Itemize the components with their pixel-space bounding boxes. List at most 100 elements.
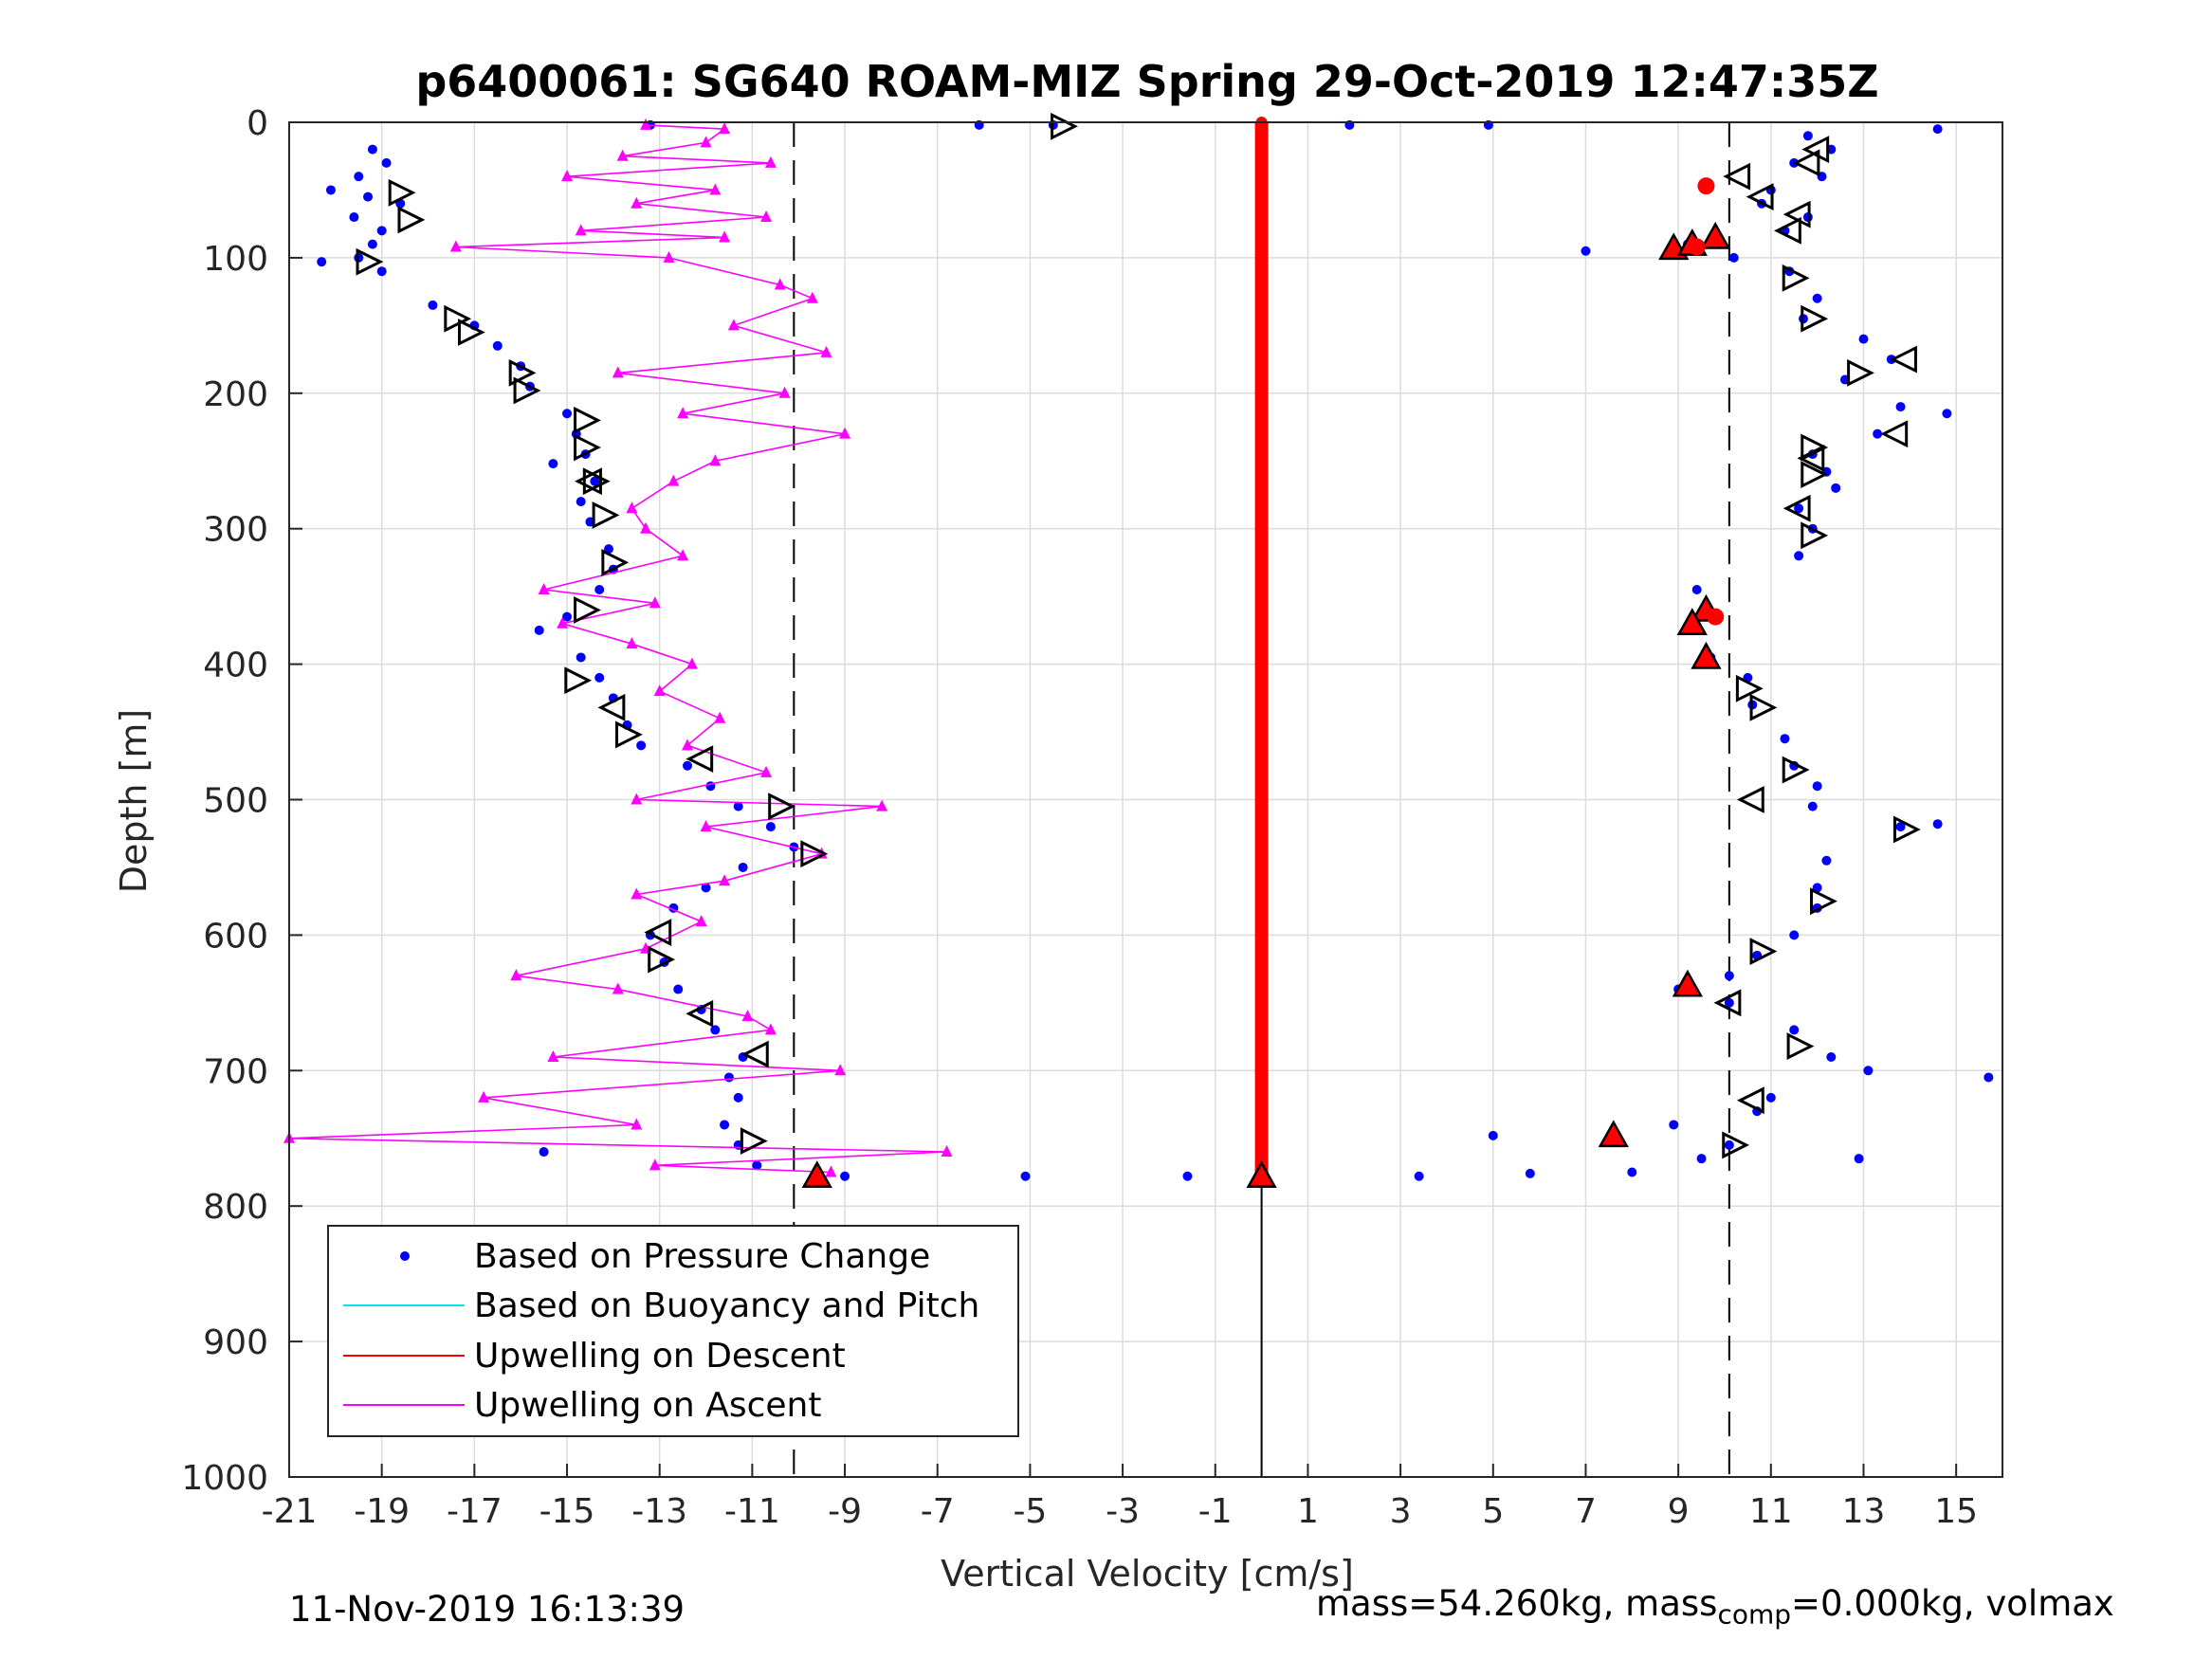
- descent-upwelling-point: [1255, 793, 1268, 806]
- red-triangle-marker: [1672, 969, 1704, 997]
- pressure-change-point: [367, 144, 377, 155]
- pressure-change-point: [576, 652, 586, 663]
- right-triangle-marker: [1847, 358, 1874, 387]
- pressure-change-point: [1858, 334, 1869, 344]
- x-tick-label: 7: [1575, 1492, 1597, 1531]
- descent-upwelling-point: [1255, 1065, 1268, 1077]
- ascent-upwelling-point: [649, 596, 661, 609]
- right-triangle-marker: [397, 206, 426, 234]
- footer-mass-text: mass=54.260kg, mass: [1316, 1583, 1718, 1624]
- pressure-change-point: [1182, 1171, 1193, 1181]
- x-tick-label: 1: [1297, 1492, 1319, 1531]
- pressure-change-point: [1854, 1154, 1864, 1164]
- left-triangle-marker: [1723, 162, 1751, 191]
- pressure-change-point: [1696, 1154, 1707, 1164]
- red-dot-marker: [1707, 608, 1725, 626]
- pressure-change-point: [562, 611, 573, 622]
- legend-box: [327, 1225, 1019, 1437]
- pressure-change-point: [1873, 428, 1883, 439]
- pressure-change-point: [590, 476, 600, 486]
- ascent-upwelling-point: [612, 366, 624, 378]
- descent-upwelling-point: [1255, 929, 1268, 941]
- left-triangle-marker: [1713, 989, 1742, 1017]
- ascent-upwelling-point: [640, 118, 652, 130]
- pressure-change-point: [1789, 930, 1800, 940]
- right-triangle-marker: [768, 793, 796, 821]
- pressure-change-point: [1794, 551, 1804, 561]
- left-triangle-marker: [1801, 136, 1830, 164]
- ascent-upwelling-point: [719, 230, 731, 243]
- left-triangle-marker: [597, 693, 626, 721]
- ascent-upwelling-point: [626, 637, 638, 649]
- x-tick-label: -15: [539, 1492, 595, 1531]
- ascent-upwelling-point: [547, 1050, 559, 1063]
- ascent-upwelling-point: [653, 684, 666, 697]
- ascent-upwelling-point: [695, 915, 707, 927]
- pressure-change-point: [673, 984, 684, 994]
- right-triangle-marker: [513, 376, 541, 405]
- left-triangle-marker: [1797, 444, 1825, 472]
- right-triangle-marker: [648, 945, 676, 974]
- ascent-upwelling-point: [839, 427, 851, 439]
- red-triangle-marker: [1676, 608, 1708, 635]
- red-triangle-marker: [1598, 1120, 1629, 1148]
- pressure-change-point: [1812, 293, 1822, 303]
- pressure-change-point: [1728, 252, 1739, 263]
- right-triangle-marker: [356, 247, 384, 276]
- x-tick-label: -1: [1198, 1492, 1233, 1531]
- left-triangle-marker: [740, 1040, 769, 1068]
- x-tick-label: 11: [1749, 1492, 1793, 1531]
- pressure-change-point: [1765, 1092, 1776, 1103]
- right-triangle-marker: [1051, 112, 1078, 140]
- right-triangle-marker: [457, 319, 485, 346]
- right-triangle-marker: [1786, 1032, 1815, 1061]
- ascent-upwelling-point: [820, 345, 832, 357]
- pressure-change-point: [1932, 124, 1943, 135]
- ascent-upwelling-point: [741, 1010, 754, 1022]
- pressure-change-point: [1627, 1167, 1637, 1177]
- pressure-change-point: [1414, 1171, 1424, 1181]
- ascent-upwelling-point: [649, 1158, 661, 1171]
- footer-mass-sub: comp: [1717, 1598, 1792, 1631]
- pressure-change-point: [1669, 1120, 1679, 1130]
- right-triangle-marker: [1801, 461, 1829, 488]
- pressure-change-point: [354, 172, 364, 182]
- right-triangle-marker: [1801, 521, 1829, 550]
- y-tick-label: 900: [203, 1323, 268, 1362]
- ascent-upwelling-point: [876, 799, 888, 811]
- pressure-change-point: [428, 300, 438, 310]
- pressure-change-point: [1780, 734, 1790, 744]
- ascent-upwelling-point: [774, 278, 786, 290]
- right-triangle-marker: [601, 548, 630, 576]
- footer-mass-tail: =0.000kg, volmax: [1791, 1583, 2114, 1624]
- y-tick-label: 100: [203, 240, 268, 279]
- ascent-upwelling-point: [631, 887, 643, 900]
- ascent-upwelling-point: [714, 711, 726, 723]
- legend-label-buoyancy: Based on Buoyancy and Pitch: [474, 1286, 979, 1325]
- right-triangle-marker: [574, 596, 601, 624]
- x-tick-label: 15: [1934, 1492, 1978, 1531]
- ascent-upwelling-point: [449, 240, 462, 252]
- axes-box: [288, 121, 2003, 1478]
- ascent-upwelling-point: [719, 874, 731, 886]
- pressure-change-point: [594, 585, 605, 595]
- pressure-change-point: [1807, 801, 1818, 811]
- pressure-change-point: [363, 191, 374, 202]
- pressure-change-point: [733, 801, 743, 811]
- pressure-change-point: [1895, 402, 1906, 412]
- right-triangle-marker: [1722, 1131, 1750, 1159]
- ascent-upwelling-point: [709, 183, 722, 195]
- red-dot-marker: [1697, 177, 1715, 195]
- pressure-change-point: [1789, 1025, 1800, 1035]
- ascent-upwelling-point: [941, 1145, 953, 1158]
- ascent-upwelling-point: [631, 793, 643, 805]
- x-tick-label: -7: [921, 1492, 955, 1531]
- ascent-upwelling-point: [700, 136, 712, 148]
- ascent-upwelling-point: [478, 1090, 490, 1103]
- descent-upwelling-point: [1255, 251, 1268, 264]
- right-triangle-marker: [444, 304, 472, 333]
- ascent-upwelling-point: [612, 982, 624, 994]
- right-triangle-marker: [740, 1127, 768, 1156]
- right-triangle-marker: [1782, 756, 1810, 784]
- left-triangle-marker: [1890, 345, 1917, 374]
